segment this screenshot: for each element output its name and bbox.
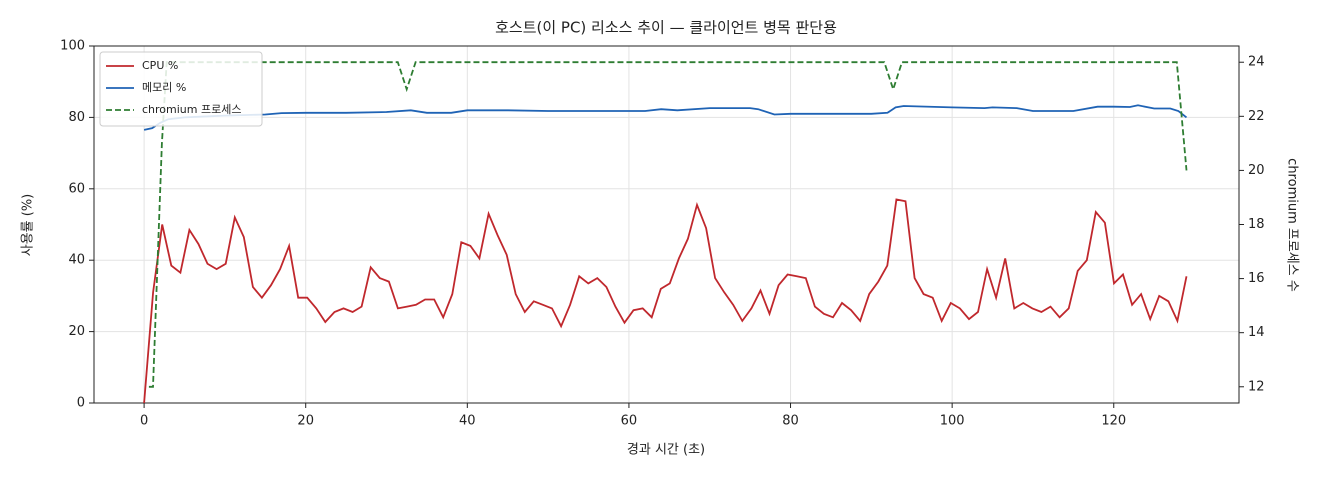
y-tick-label: 40 [68, 253, 85, 268]
x-tick-label: 60 [621, 414, 638, 429]
chart-title: 호스트(이 PC) 리소스 추이 — 클라이언트 병목 판단용 [495, 19, 837, 37]
y2-axis-label: chromium 프로세스 수 [1285, 158, 1300, 292]
plot-frame [93, 45, 1240, 404]
y-tick-label: 20 [68, 324, 85, 339]
legend-label: CPU % [142, 59, 178, 72]
y-tick-label: 60 [68, 181, 85, 196]
y2-tick-label: 18 [1248, 217, 1265, 232]
x-tick-label: 100 [940, 414, 965, 429]
x-tick-label: 0 [140, 414, 148, 429]
y-tick-label: 80 [68, 110, 85, 125]
y-tick-label: 100 [60, 39, 85, 54]
series-line [148, 61, 1188, 388]
legend-box [99, 51, 263, 127]
y2-tick-label: 22 [1248, 109, 1265, 124]
y2-tick-label: 16 [1248, 271, 1265, 286]
legend-label: chromium 프로세스 [142, 103, 241, 116]
x-tick-label: 80 [782, 414, 799, 429]
x-axis-label: 경과 시간 (초) [627, 443, 705, 458]
series-line [143, 198, 1188, 404]
series-line [143, 104, 1188, 131]
y-tick-label: 0 [77, 396, 85, 411]
y2-tick-label: 14 [1248, 325, 1265, 340]
x-tick-label: 40 [459, 414, 476, 429]
y-axis-label: 사용률 (%) [21, 194, 36, 257]
legend-label: 메모리 % [142, 81, 186, 94]
x-tick-label: 20 [297, 414, 314, 429]
y2-tick-label: 12 [1248, 379, 1265, 394]
x-tick-label: 120 [1101, 414, 1126, 429]
y2-tick-label: 20 [1248, 163, 1265, 178]
y2-tick-label: 24 [1248, 55, 1265, 70]
